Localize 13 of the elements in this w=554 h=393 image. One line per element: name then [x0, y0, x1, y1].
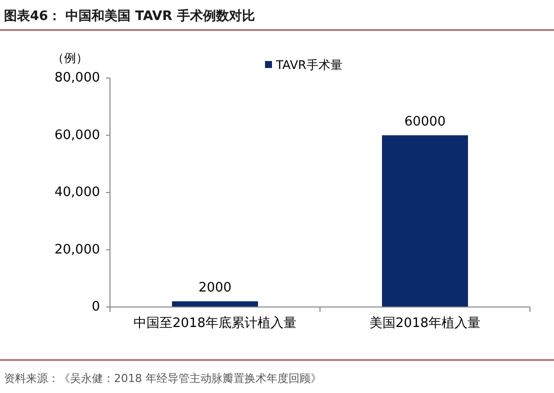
y-axis-title: （例） [52, 51, 88, 65]
data-label: 2000 [198, 280, 232, 296]
y-tick-label: 40,000 [54, 185, 100, 200]
y-tick-label: 0 [92, 300, 100, 314]
x-tick-label: 美国2018年植入量 [369, 315, 481, 331]
y-tick-label: 80,000 [54, 70, 100, 86]
x-tick-label: 中国至2018年底累计植入量 [133, 316, 297, 331]
data-label: 60000 [404, 114, 446, 130]
y-tick-label: 60,000 [54, 128, 100, 143]
legend-label: TAVR手术量 [275, 58, 342, 72]
y-tick-label: 20,000 [54, 242, 100, 258]
text: 资料来源：《吴永健：2018 年经导管主动脉瓣置换术年度回顾》 [4, 372, 322, 385]
chart-title: 图表46： 中国和美国 TAVR 手术例数对比 [4, 8, 255, 24]
